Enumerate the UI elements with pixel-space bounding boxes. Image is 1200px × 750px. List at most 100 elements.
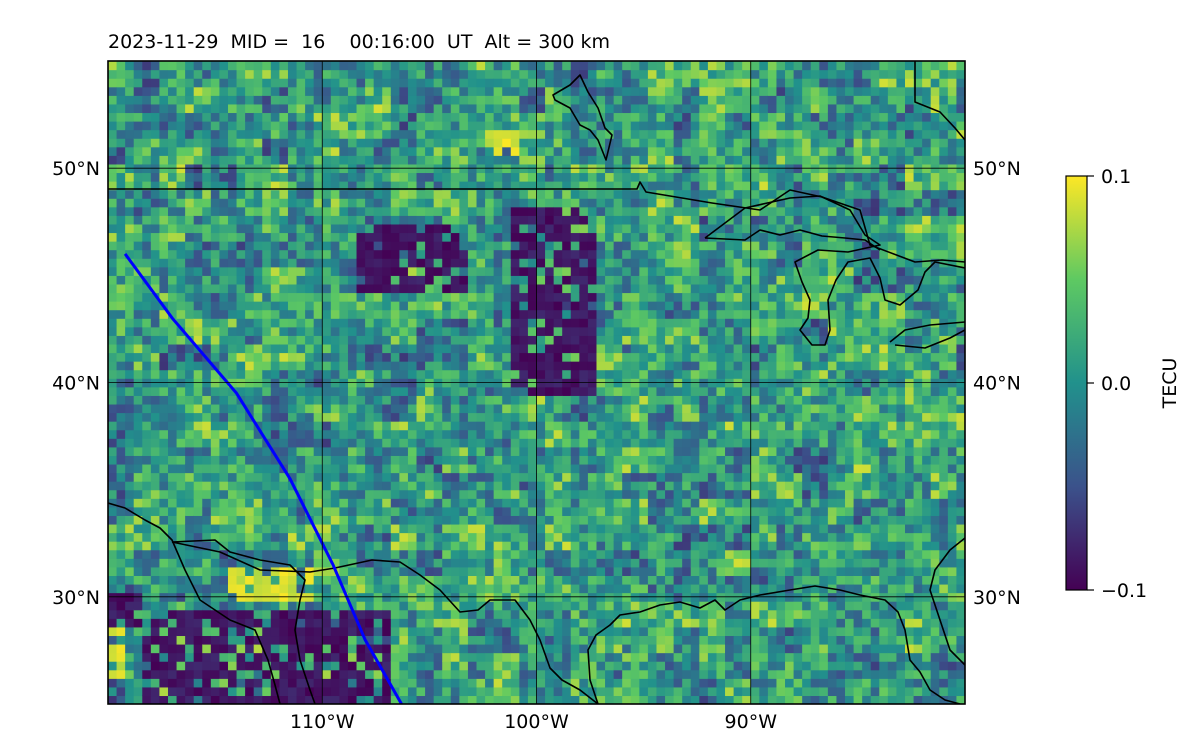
heatmap-cell [622,292,632,302]
heatmap-cell [245,635,255,645]
heatmap-cell [356,309,366,319]
heatmap-cell [279,695,289,704]
heatmap-cell [519,386,529,396]
heatmap-cell [125,446,135,456]
heatmap-cell [459,61,469,71]
heatmap-cell [510,69,520,79]
heatmap-cell [459,215,469,225]
heatmap-cell [639,326,649,336]
heatmap-cell [639,258,649,268]
heatmap-cell [133,241,143,251]
heatmap-cell [476,472,486,482]
heatmap-cell [485,566,495,576]
heatmap-cell [545,146,555,156]
heatmap-cell [545,249,555,259]
heatmap-cell [193,498,203,508]
heatmap-cell [176,549,186,559]
heatmap-cell [279,652,289,662]
heatmap-cell [570,343,580,354]
heatmap-cell [108,155,118,165]
heatmap-cell [227,429,238,439]
heatmap-cell [510,532,520,542]
heatmap-cell [262,275,272,285]
heatmap-cell [236,438,246,448]
heatmap-cell [339,395,349,405]
heatmap-cell [296,206,306,216]
heatmap-cell [536,198,546,208]
heatmap-cell [347,61,358,71]
heatmap-cell [545,112,555,122]
heatmap-cell [133,669,143,679]
heatmap-cell [553,112,563,122]
heatmap-cell [365,583,375,594]
heatmap-cell [176,609,186,619]
heatmap-cell [125,369,135,379]
heatmap-cell [236,506,246,516]
heatmap-cell [502,112,512,122]
heatmap-cell [527,189,538,199]
heatmap-cell [630,138,640,148]
heatmap-cell [159,566,169,576]
heatmap-cell [108,686,118,697]
heatmap-cell [356,335,366,345]
heatmap-cell [245,138,255,148]
heatmap-cell [150,575,161,585]
heatmap-cell [459,361,469,371]
heatmap-cell [656,78,666,88]
heatmap-cell [527,532,538,542]
heatmap-cell [596,155,606,165]
heatmap-cell [185,181,195,191]
heatmap-cell [545,352,555,362]
heatmap-cell [485,223,495,234]
heatmap-cell [202,515,212,525]
heatmap-cell [442,532,452,542]
heatmap-cell [510,626,520,637]
heatmap-cell [347,421,358,431]
heatmap-cell [150,489,161,499]
heatmap-cell [330,181,340,191]
heatmap-cell [407,558,418,568]
heatmap-cell [193,361,203,371]
heatmap-cell [227,223,238,234]
heatmap-cell [185,275,195,285]
heatmap-cell [485,695,495,704]
heatmap-cell [373,61,383,71]
heatmap-cell [142,258,152,268]
heatmap-cell [630,318,640,328]
heatmap-cell [373,146,383,156]
heatmap-cell [605,583,615,594]
heatmap-cell [365,121,375,131]
heatmap-cell [433,258,443,268]
heatmap-cell [450,258,460,268]
heatmap-cell [347,232,358,242]
heatmap-cell [365,258,375,268]
heatmap-cell [562,138,572,148]
heatmap-cell [313,472,323,482]
heatmap-cell [262,283,272,294]
heatmap-cell [527,678,538,688]
heatmap-cell [459,352,469,362]
heatmap-cell [108,138,118,148]
heatmap-cell [545,215,555,225]
heatmap-cell [219,146,229,156]
heatmap-cell [176,429,186,439]
heatmap-cell [527,318,538,328]
heatmap-cell [262,566,272,576]
heatmap-cell [202,103,212,114]
heatmap-cell [502,403,512,414]
heatmap-cell [210,283,221,294]
heatmap-cell [287,129,298,139]
heatmap-cell [202,189,212,199]
heatmap-cell [365,626,375,637]
heatmap-cell [502,558,512,568]
heatmap-cell [416,172,426,182]
heatmap-cell [407,635,418,645]
heatmap-cell [270,549,280,559]
heatmap-cell [493,429,503,439]
heatmap-cell [287,215,298,225]
heatmap-cell [210,215,221,225]
heatmap-cell [193,206,203,216]
heatmap-cell [476,146,486,156]
heatmap-cell [133,403,143,414]
heatmap-cell [227,129,238,139]
